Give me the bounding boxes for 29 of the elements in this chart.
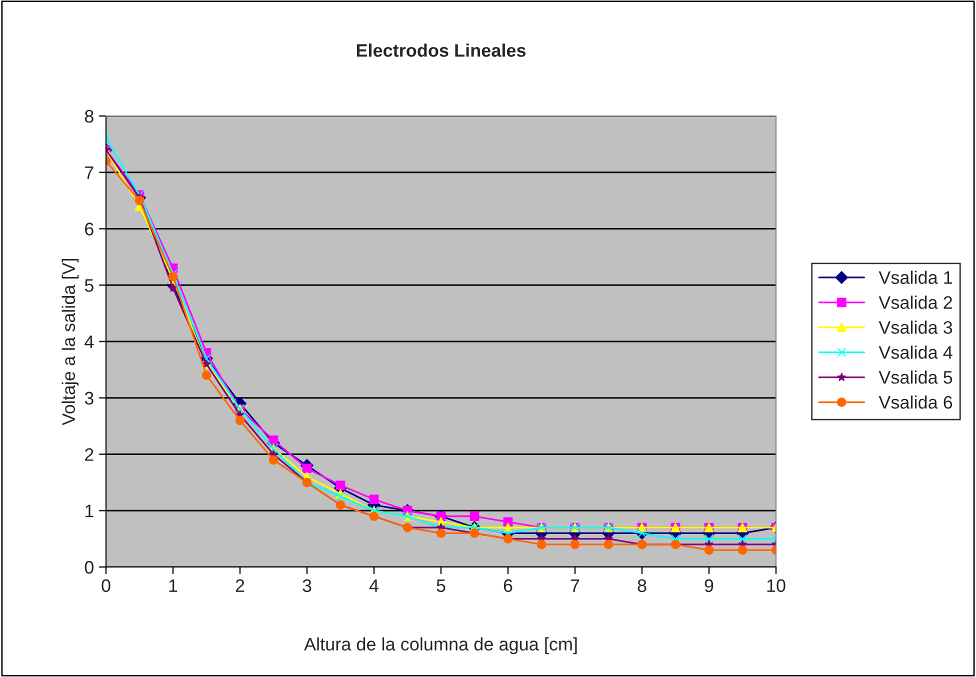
y-tick-label: 4 <box>84 336 94 348</box>
y-tick-label: 5 <box>84 279 94 292</box>
x-tick-label: 10 <box>767 579 786 592</box>
chart-title: Electrodos Lineales <box>356 44 526 57</box>
legend-label: Vsalida 5 <box>878 370 952 384</box>
y-tick-label: 6 <box>85 222 94 236</box>
y-tick-label: 3 <box>84 392 94 405</box>
legend-label: Vsalida 6 <box>878 395 952 409</box>
x-tick-label: 1 <box>169 579 178 592</box>
x-tick-label: 0 <box>102 579 110 592</box>
x-tick-label: 4 <box>369 579 378 592</box>
legend-label: Vsalida 1 <box>878 270 952 284</box>
legend-label: Vsalida 2 <box>878 296 952 309</box>
y-axis-title: Voltaje a la salida [V] <box>62 258 79 426</box>
x-tick-label: 5 <box>436 579 446 592</box>
x-axis-title: Altura de la columna de agua [cm] <box>304 637 577 654</box>
x-tick-label: 7 <box>570 579 580 592</box>
x-tick-label: 3 <box>302 579 312 592</box>
y-tick-label: 2 <box>85 448 94 461</box>
y-tick-label: 1 <box>86 504 94 518</box>
y-tick-label: 8 <box>84 110 94 123</box>
x-tick-label: 6 <box>504 579 512 592</box>
y-tick-label: 7 <box>85 166 94 179</box>
x-tick-label: 2 <box>236 579 244 592</box>
y-tick-label: 0 <box>84 560 94 574</box>
legend-label: Vsalida 3 <box>878 320 952 334</box>
x-tick-label: 8 <box>638 579 646 592</box>
legend-label: Vsalida 4 <box>878 346 952 359</box>
x-tick-label: 9 <box>704 579 714 592</box>
